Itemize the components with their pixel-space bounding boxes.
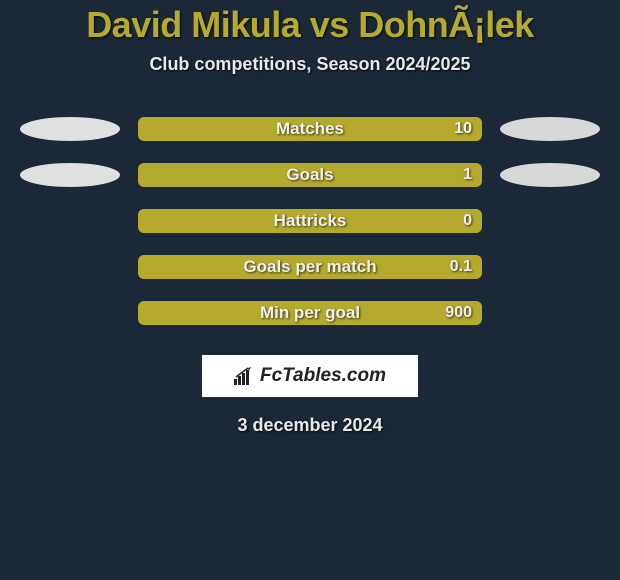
- logo-box: FcTables.com: [202, 355, 418, 397]
- stat-bar: Goals per match 0.1: [138, 255, 482, 279]
- stat-row: Goals 1: [10, 163, 610, 187]
- stat-value: 0: [463, 212, 472, 230]
- stat-bar: Hattricks 0: [138, 209, 482, 233]
- logo-text: FcTables.com: [260, 365, 386, 387]
- chart-icon: [234, 367, 256, 385]
- stat-label: Goals per match: [243, 257, 376, 277]
- stat-row: Min per goal 900: [10, 301, 610, 325]
- left-ellipse: [20, 117, 120, 141]
- date-label: 3 december 2024: [0, 415, 620, 436]
- stat-bar: Min per goal 900: [138, 301, 482, 325]
- stat-value: 10: [454, 120, 472, 138]
- stat-label: Matches: [276, 119, 344, 139]
- stat-label: Min per goal: [260, 303, 360, 323]
- left-ellipse: [20, 163, 120, 187]
- comparison-infographic: David Mikula vs DohnÃ¡lek Club competiti…: [0, 0, 620, 436]
- stat-value: 0.1: [450, 258, 472, 276]
- stat-row: Matches 10: [10, 117, 610, 141]
- stat-bar: Matches 10: [138, 117, 482, 141]
- stat-value: 1: [463, 166, 472, 184]
- page-subtitle: Club competitions, Season 2024/2025: [0, 54, 620, 75]
- stat-row: Hattricks 0: [10, 209, 610, 233]
- stat-bar: Goals 1: [138, 163, 482, 187]
- stat-label: Hattricks: [274, 211, 347, 231]
- page-title: David Mikula vs DohnÃ¡lek: [0, 4, 620, 46]
- stats-rows: Matches 10 Goals 1 Hattricks 0 Goal: [0, 117, 620, 325]
- right-ellipse: [500, 117, 600, 141]
- stat-row: Goals per match 0.1: [10, 255, 610, 279]
- stat-label: Goals: [286, 165, 333, 185]
- stat-value: 900: [445, 304, 472, 322]
- right-ellipse: [500, 163, 600, 187]
